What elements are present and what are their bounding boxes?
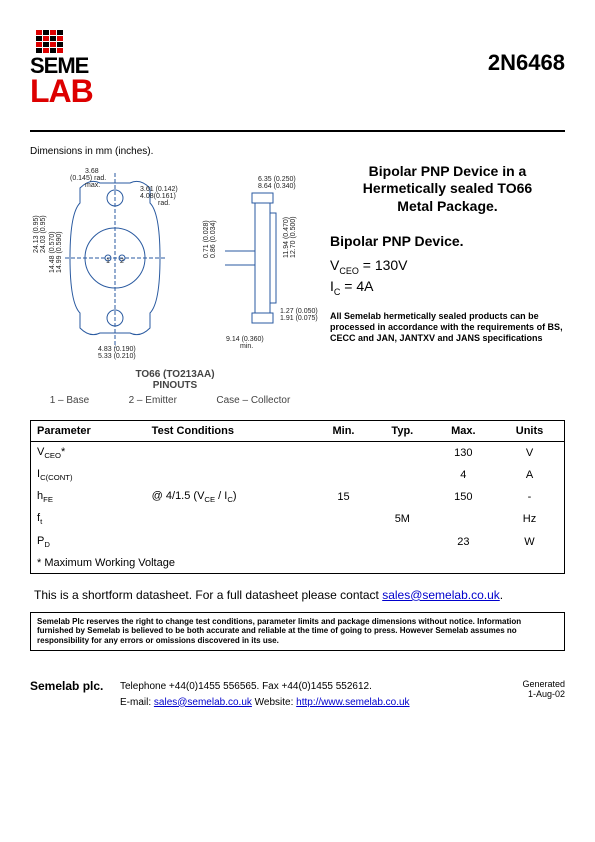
- col-max: Max.: [432, 420, 495, 441]
- svg-text:0.71 (0.028): 0.71 (0.028): [203, 220, 210, 258]
- col-units: Units: [495, 420, 565, 441]
- sales-email-link[interactable]: sales@semelab.co.uk: [382, 588, 500, 602]
- svg-text:1.27 (0.050): 1.27 (0.050): [280, 308, 318, 315]
- package-diagram: 3.68 (0.145) rad. max. 3.61 (0.142) 4.08…: [30, 163, 320, 406]
- pinout-row: 1 – Base 2 – Emitter Case – Collector: [30, 395, 310, 406]
- description-block: Bipolar PNP Device in a Hermetically sea…: [320, 163, 565, 345]
- pin-1: 1 – Base: [50, 395, 89, 406]
- col-conditions: Test Conditions: [146, 420, 314, 441]
- table-row: ft5MHz: [31, 508, 565, 530]
- description-subtitle: Bipolar PNP Device.: [330, 233, 565, 249]
- table-footnote: * Maximum Working Voltage: [31, 553, 565, 574]
- table-footnote-row: * Maximum Working Voltage: [31, 553, 565, 574]
- svg-text:(0.145) rad.: (0.145) rad.: [70, 175, 106, 182]
- svg-text:9.14 (0.360): 9.14 (0.360): [226, 336, 264, 343]
- ic-rating: IC = 4A: [330, 278, 565, 297]
- part-number: 2N6468: [488, 50, 565, 76]
- parameters-table: Parameter Test Conditions Min. Typ. Max.…: [30, 420, 565, 574]
- vceo-rating: VCEO = 130V: [330, 257, 565, 276]
- table-row: VCEO*130V: [31, 441, 565, 464]
- compliance-note: All Semelab hermetically sealed products…: [330, 311, 565, 345]
- svg-text:max.: max.: [85, 182, 100, 189]
- company-logo: SEME LAB: [30, 30, 93, 106]
- table-row: PD23W: [31, 531, 565, 553]
- table-row: hFE@ 4/1.5 (VCE / IC)15150-: [31, 486, 565, 508]
- col-typ: Typ.: [373, 420, 432, 441]
- svg-text:6.35 (0.250): 6.35 (0.250): [258, 176, 296, 183]
- svg-text:24.13 (0.95): 24.13 (0.95): [33, 215, 40, 253]
- table-header-row: Parameter Test Conditions Min. Typ. Max.…: [31, 420, 565, 441]
- svg-text:5.33 (0.210): 5.33 (0.210): [98, 353, 136, 360]
- to66-diagram-icon: 3.68 (0.145) rad. max. 3.61 (0.142) 4.08…: [30, 163, 320, 363]
- dimensions-label: Dimensions in mm (inches).: [30, 146, 565, 157]
- svg-text:0.86 (0.034): 0.86 (0.034): [210, 220, 217, 258]
- svg-text:min.: min.: [240, 343, 253, 350]
- footer-contact: Telephone +44(0)1455 556565. Fax +44(0)1…: [120, 679, 522, 711]
- footer: Semelab plc. Telephone +44(0)1455 556565…: [30, 679, 565, 711]
- pin-case: Case – Collector: [216, 395, 290, 406]
- svg-text:11.94 (0.470): 11.94 (0.470): [283, 217, 290, 258]
- svg-text:1.91 (0.075): 1.91 (0.075): [280, 315, 318, 322]
- svg-text:rad.: rad.: [158, 200, 170, 207]
- svg-text:4.83 (0.190): 4.83 (0.190): [98, 346, 136, 353]
- table-row: IC(CONT)4A: [31, 464, 565, 486]
- footer-web-link[interactable]: http://www.semelab.co.uk: [296, 697, 409, 708]
- svg-text:12.70 (0.500): 12.70 (0.500): [290, 216, 297, 258]
- disclaimer-box: Semelab Plc reserves the right to change…: [30, 612, 565, 651]
- svg-text:4.08(0.161): 4.08(0.161): [140, 193, 176, 200]
- footer-tel: Telephone +44(0)1455 556565. Fax +44(0)1…: [120, 679, 522, 695]
- svg-text:1: 1: [106, 258, 110, 265]
- logo-stripes-icon: [36, 30, 93, 53]
- svg-text:14.99 (0.590): 14.99 (0.590): [56, 231, 63, 273]
- footer-generated: Generated 1-Aug-02: [522, 679, 565, 699]
- col-parameter: Parameter: [31, 420, 146, 441]
- svg-text:24.03 (0.95): 24.03 (0.95): [40, 215, 47, 253]
- description-title: Bipolar PNP Device in a Hermetically sea…: [330, 163, 565, 216]
- svg-text:8.64 (0.340): 8.64 (0.340): [258, 183, 296, 190]
- footer-email-link[interactable]: sales@semelab.co.uk: [154, 697, 252, 708]
- svg-text:3.61 (0.142): 3.61 (0.142): [140, 186, 178, 193]
- footer-company: Semelab plc.: [30, 679, 120, 693]
- svg-text:3.68: 3.68: [85, 168, 99, 175]
- shortform-note: This is a shortform datasheet. For a ful…: [34, 588, 561, 602]
- header: SEME LAB 2N6468: [30, 30, 565, 132]
- col-min: Min.: [314, 420, 373, 441]
- svg-text:14.48 (0.570): 14.48 (0.570): [49, 231, 56, 273]
- pinout-title: TO66 (TO213AA) PINOUTS: [30, 369, 320, 391]
- svg-text:2: 2: [120, 258, 124, 265]
- logo-text-lab: LAB: [30, 77, 93, 106]
- pin-2: 2 – Emitter: [129, 395, 177, 406]
